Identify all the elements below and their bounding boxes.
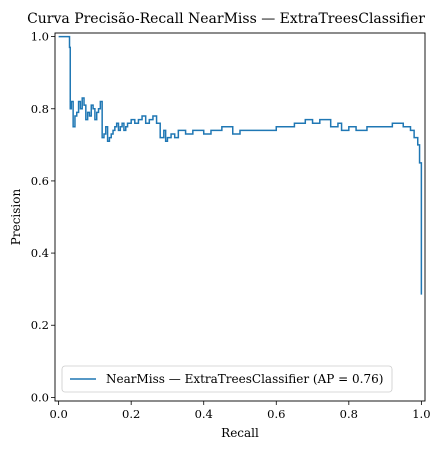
y-tick-label: 0.8 [31, 102, 49, 116]
y-axis: 0.0 0.2 0.4 0.6 0.8 1.0 [31, 30, 55, 404]
y-axis-label: Precision [9, 189, 23, 246]
x-axis-label: Recall [221, 426, 259, 440]
y-tick-label: 0.2 [31, 318, 49, 332]
y-tick-label: 0.4 [31, 246, 49, 260]
x-tick-label: 0.4 [195, 407, 213, 421]
legend-box [61, 365, 393, 393]
x-tick-label: 1.0 [412, 407, 430, 421]
plot-frame [54, 32, 426, 402]
series-layer [58, 35, 423, 295]
x-axis: 0.0 0.2 0.4 0.6 0.8 1.0 [49, 401, 431, 421]
x-tick-label: 0.6 [267, 407, 285, 421]
legend: NearMiss — ExtraTreesClassifier (AP = 0.… [61, 365, 393, 393]
chart-title: Curva Precisão-Recall NearMiss — ExtraTr… [27, 11, 425, 27]
plot-area [54, 32, 426, 402]
x-tick-label: 0.0 [49, 407, 67, 421]
y-tick-label: 0.6 [31, 174, 49, 188]
x-tick-label: 0.2 [122, 407, 140, 421]
legend-label: NearMiss — ExtraTreesClassifier (AP = 0.… [106, 372, 383, 386]
series-line-0 [58, 35, 423, 295]
x-tick-label: 0.8 [340, 407, 358, 421]
y-tick-label: 0.0 [31, 390, 49, 404]
y-tick-label: 1.0 [31, 30, 49, 44]
